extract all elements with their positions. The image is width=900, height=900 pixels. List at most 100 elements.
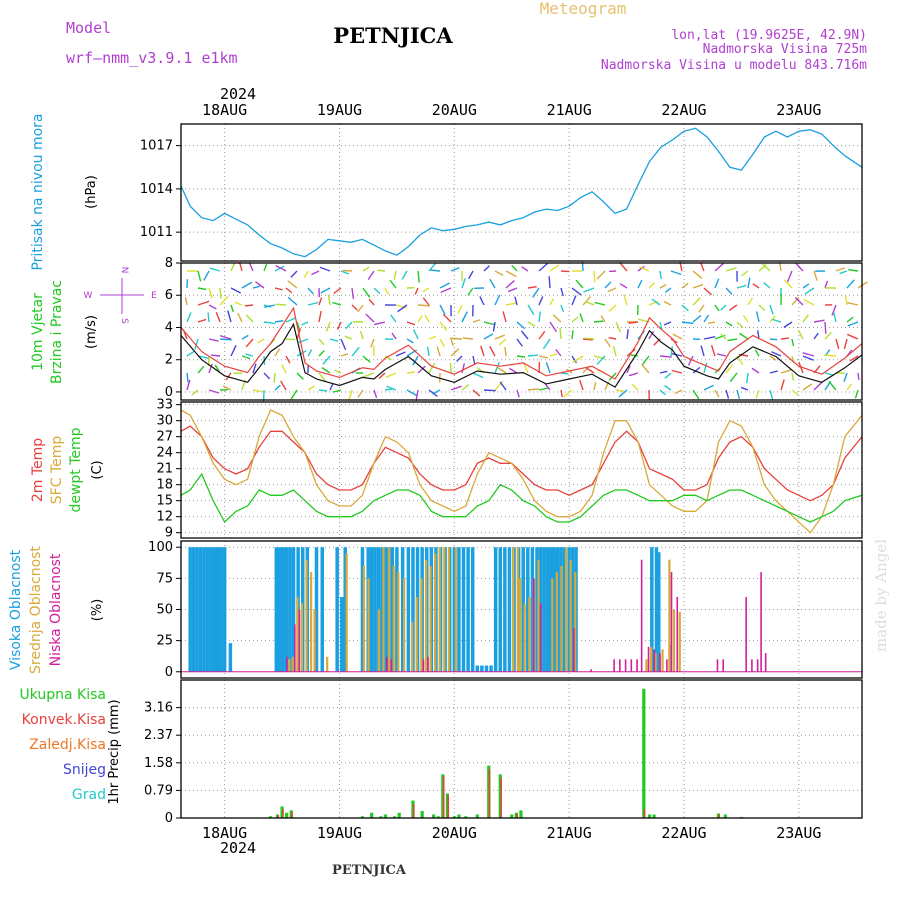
wind-barb: [252, 363, 257, 374]
top-date-labels: 18AUG 19AUG 20AUG 21AUG 22AUG 23AUG: [202, 101, 821, 119]
wind-barb: [783, 279, 793, 289]
wind-barb: [729, 372, 738, 383]
wind-barb: [615, 321, 622, 333]
precip-conv-bar: [447, 795, 450, 818]
cloud-mid-bar: [654, 653, 657, 672]
wind-barb: [318, 310, 322, 323]
wind-barb: [681, 282, 689, 289]
wind-barb: [287, 296, 298, 306]
wind-barb: [761, 263, 771, 272]
cloud-low-bar: [676, 597, 679, 672]
wind-barb: [342, 269, 353, 272]
wind-barb: [703, 384, 714, 391]
wind-barb: [710, 344, 716, 357]
cloud-high-bar: [656, 552, 661, 672]
wind-ylabel-2: Brzina i Pravac: [49, 280, 65, 384]
panel-frame: [180, 401, 863, 539]
wind-barb: [348, 389, 353, 401]
wind-barb: [555, 349, 562, 357]
wind-barb: [384, 287, 390, 295]
wind-barb: [813, 270, 818, 281]
wind-barb: [604, 338, 611, 348]
cloud-mid-bar: [443, 547, 446, 672]
wind-barb: [362, 355, 371, 363]
wind-barb: [197, 355, 210, 360]
wind-barb: [843, 372, 848, 382]
wind-barb: [496, 366, 507, 374]
y-tick-label: 8: [165, 256, 173, 271]
wind-barb: [698, 304, 705, 313]
wind-barb: [681, 304, 689, 312]
cloud-ylabel-3: Niska Oblacnost: [48, 553, 64, 666]
wind-barb: [802, 383, 813, 391]
wind-barb: [791, 296, 800, 306]
compass-east: E: [151, 291, 157, 301]
wind-barb: [263, 321, 276, 325]
wind-barb: [757, 330, 760, 340]
wind-barb: [717, 353, 727, 357]
wind-barb: [549, 264, 560, 272]
wind-barb: [417, 365, 426, 374]
wind-barb: [780, 369, 793, 374]
wind-barb: [505, 270, 517, 278]
cloud-high-bar: [340, 597, 344, 672]
wind-barb: [527, 321, 536, 328]
footer-station: PETNJICA: [332, 863, 407, 878]
cloud-mid-bar: [537, 559, 540, 672]
wind-barb: [357, 304, 364, 313]
cloud-high-bar: [570, 547, 575, 672]
cloud-high-bar: [284, 547, 289, 672]
cloud-high-bar: [406, 547, 411, 672]
wind-barb: [582, 338, 593, 341]
wind-barb: [191, 389, 199, 396]
cloud-ylabel-1: Visoka Oblacnost: [8, 549, 24, 670]
cloud-mid-bar: [649, 646, 653, 672]
cloud-mid-bar: [403, 578, 406, 672]
wind-barb: [786, 270, 793, 283]
cloud-mid-bar: [574, 572, 577, 672]
wind-barb: [607, 287, 617, 293]
wind-barb: [594, 301, 606, 306]
wind-barb: [340, 338, 347, 351]
wind-barb: [516, 355, 526, 358]
wind-barb: [285, 355, 291, 364]
wind-barb: [692, 389, 700, 400]
wind-barb: [692, 314, 702, 323]
wind-barb: [758, 304, 766, 312]
precip-conv-bar: [277, 815, 280, 818]
wind-barb: [406, 338, 414, 344]
cloud-high-bar: [291, 547, 296, 672]
wind-barb: [725, 287, 733, 295]
compass-west: W: [84, 291, 93, 301]
wind-barb: [502, 311, 507, 323]
wind-barb: [209, 267, 221, 272]
wind-barb: [384, 388, 393, 391]
wind-barb: [664, 385, 672, 391]
cloud-low-bar: [764, 653, 767, 672]
wind-barb: [499, 381, 507, 391]
wind-barb: [648, 330, 655, 340]
wind-barb: [522, 362, 529, 374]
wind-barb: [281, 364, 287, 374]
precip-conv-bar: [488, 769, 491, 818]
wind-barb: [579, 313, 584, 323]
precip-total-bar: [452, 816, 456, 818]
wind-barb: [571, 316, 579, 323]
wind-barb: [208, 287, 213, 299]
wind-barb: [494, 334, 505, 340]
precip-total-bar: [519, 810, 523, 818]
wind-barb: [725, 389, 730, 399]
wind-barb: [494, 294, 501, 306]
wind-barb: [593, 270, 596, 283]
cloud-high-bar: [205, 547, 210, 672]
wind-barb: [736, 321, 744, 329]
wind-barb: [516, 321, 526, 330]
wind-barb: [237, 312, 243, 323]
wind-barb: [365, 313, 375, 323]
precip-total-bar: [464, 816, 468, 818]
wind-barb: [359, 330, 364, 340]
wind-barb: [357, 389, 364, 398]
cloud-mid-bar: [415, 597, 418, 672]
cloud-high-bar: [475, 665, 480, 672]
precip-legend-frozen: Zaledj.Kisa: [29, 737, 106, 753]
